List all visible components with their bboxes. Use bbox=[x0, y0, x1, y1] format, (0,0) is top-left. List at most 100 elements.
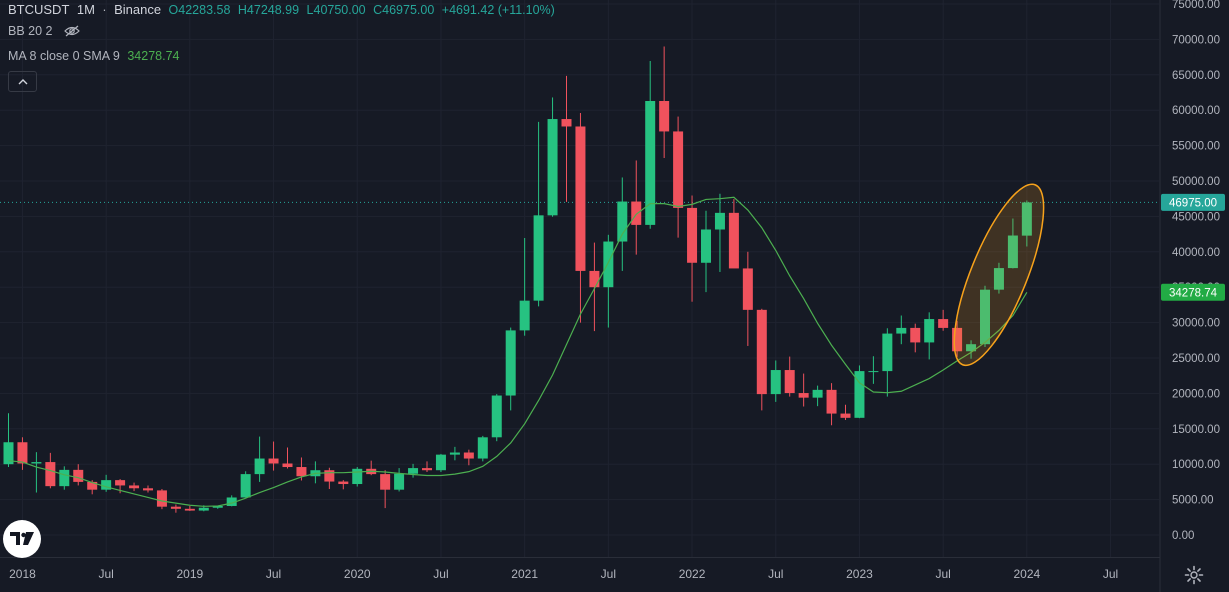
candle-body bbox=[645, 100, 656, 225]
candle-body bbox=[533, 215, 544, 301]
candle-body bbox=[687, 207, 698, 263]
candle-body bbox=[338, 481, 349, 485]
candle-body bbox=[73, 469, 84, 482]
bb-indicator-legend[interactable]: BB 20 2 bbox=[8, 24, 80, 38]
candle-body bbox=[952, 327, 963, 352]
candle-body bbox=[980, 289, 990, 345]
candle-body bbox=[505, 330, 516, 396]
candle-body bbox=[143, 488, 153, 491]
y-tick-label: 75000.00 bbox=[1172, 0, 1220, 11]
candle-body bbox=[87, 481, 98, 490]
y-tick-label: 25000.00 bbox=[1172, 353, 1220, 365]
candle-body bbox=[631, 201, 642, 225]
candle-body bbox=[184, 508, 195, 511]
gear-icon[interactable] bbox=[1184, 565, 1204, 585]
high-value: H47248.99 bbox=[237, 3, 300, 17]
x-tick-label: Jul bbox=[601, 567, 616, 581]
x-tick-label: 2018 bbox=[9, 567, 36, 581]
candle-body bbox=[910, 327, 921, 343]
x-tick-label: 2019 bbox=[176, 567, 203, 581]
x-tick-label: Jul bbox=[433, 567, 448, 581]
y-tick-label: 40000.00 bbox=[1172, 247, 1220, 259]
candle-body bbox=[938, 319, 949, 328]
x-tick-label: Jul bbox=[935, 567, 950, 581]
x-tick-label: 2021 bbox=[511, 567, 538, 581]
y-tick-label: 55000.00 bbox=[1172, 141, 1220, 153]
ma-value-badge-text: 34278.74 bbox=[1169, 287, 1218, 299]
candle-body bbox=[240, 474, 251, 498]
candle-body bbox=[156, 490, 167, 507]
candle-body bbox=[101, 480, 112, 490]
candle-body bbox=[352, 468, 363, 485]
ma-value: 34278.74 bbox=[127, 49, 180, 63]
y-tick-label: 15000.00 bbox=[1172, 424, 1220, 436]
x-tick-label: 2020 bbox=[344, 567, 371, 581]
candle-body bbox=[3, 442, 14, 465]
chevron-up-icon bbox=[18, 79, 27, 85]
tradingview-logo-icon[interactable] bbox=[3, 520, 41, 558]
symbol-legend[interactable]: BTCUSDT 1M · Binance O42283.58 H47248.99… bbox=[8, 2, 559, 17]
candle-body bbox=[896, 327, 907, 334]
low-value: L40750.00 bbox=[306, 3, 366, 17]
candle-body bbox=[812, 389, 823, 398]
candle-body bbox=[254, 458, 265, 475]
y-tick-label: 20000.00 bbox=[1172, 388, 1220, 400]
candle-body bbox=[575, 126, 586, 271]
candle-body bbox=[17, 442, 28, 464]
candle-body bbox=[924, 319, 935, 343]
last-price-badge bbox=[1161, 193, 1225, 211]
candle-body bbox=[170, 506, 181, 509]
candle-body bbox=[212, 505, 223, 508]
x-tick-label: Jul bbox=[266, 567, 281, 581]
symbol-name[interactable]: BTCUSDT bbox=[8, 2, 70, 17]
ma-indicator-legend[interactable]: MA 8 close 0 SMA 9 34278.74 bbox=[8, 49, 183, 63]
candle-body bbox=[324, 470, 335, 482]
y-tick-label: 45000.00 bbox=[1172, 211, 1220, 223]
candle-body bbox=[603, 241, 614, 288]
candle-body bbox=[435, 454, 446, 471]
y-tick-label: 5000.00 bbox=[1172, 495, 1214, 507]
candle-body bbox=[561, 119, 572, 127]
candle-body bbox=[868, 371, 879, 373]
candle-body bbox=[282, 463, 293, 468]
candles bbox=[3, 46, 1032, 513]
highlight-ellipse bbox=[953, 183, 1045, 367]
collapse-legend-button[interactable] bbox=[8, 71, 37, 92]
candle-body bbox=[1007, 235, 1018, 269]
candle-body bbox=[380, 474, 391, 490]
candle-body bbox=[882, 333, 893, 372]
eye-crossed-icon[interactable] bbox=[64, 25, 80, 37]
last-price-badge-text: 46975.00 bbox=[1169, 197, 1217, 209]
candle-body bbox=[59, 469, 70, 487]
candle-body bbox=[617, 201, 628, 242]
candle-body bbox=[993, 268, 1004, 290]
candle-body bbox=[226, 497, 237, 506]
highlight-ellipse-shape bbox=[953, 183, 1045, 367]
candle-body bbox=[966, 344, 977, 352]
candle-body bbox=[673, 131, 684, 208]
candle-body bbox=[394, 473, 405, 490]
candle-body bbox=[31, 462, 42, 464]
candle-body bbox=[547, 119, 558, 216]
candle-body bbox=[742, 268, 753, 310]
candle-body bbox=[449, 452, 460, 455]
exchange-label: Binance bbox=[114, 2, 162, 17]
change-value: +4691.42 (+11.10%) bbox=[441, 3, 555, 17]
y-tick-label: 10000.00 bbox=[1172, 459, 1220, 471]
candle-body bbox=[854, 371, 865, 418]
candle-body bbox=[463, 452, 474, 459]
x-tick-label: 2023 bbox=[846, 567, 873, 581]
candle-body bbox=[477, 437, 488, 459]
candle-body bbox=[45, 462, 56, 487]
interval-label: 1M bbox=[76, 2, 95, 17]
ma-series-line bbox=[8, 196, 1028, 507]
y-tick-label: 0.00 bbox=[1172, 530, 1194, 542]
candle-body bbox=[198, 507, 209, 511]
candle-body bbox=[519, 300, 530, 331]
y-tick-label: 65000.00 bbox=[1172, 70, 1220, 82]
candle-body bbox=[714, 212, 725, 230]
candle-body bbox=[129, 485, 140, 489]
candle-body bbox=[701, 229, 711, 263]
